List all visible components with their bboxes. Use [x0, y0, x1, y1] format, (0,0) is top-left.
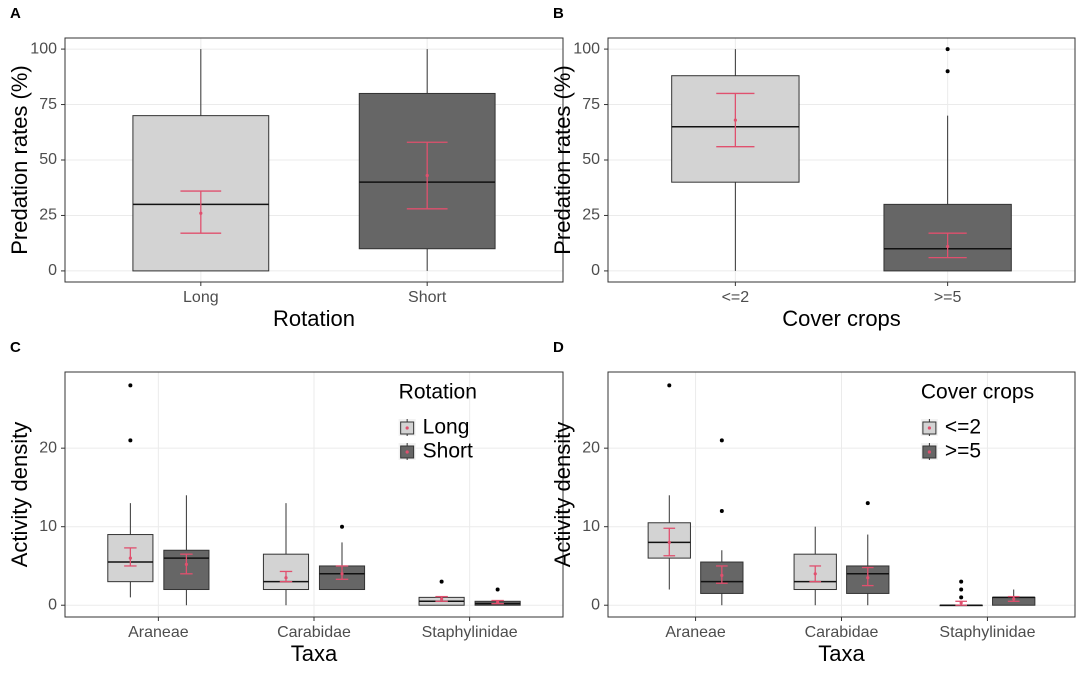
box-group [418, 579, 465, 606]
legend-label: >=5 [945, 440, 981, 463]
y-tick-label: 50 [582, 151, 600, 168]
y-axis-title: Activity density [550, 422, 575, 568]
y-tick-label: 10 [582, 518, 600, 535]
mean-point [733, 118, 737, 122]
outlier [945, 47, 950, 52]
x-tick-label: Long [183, 289, 219, 306]
box-group [318, 524, 366, 591]
mean-point [199, 211, 203, 215]
outlier [495, 587, 500, 592]
box-group [163, 495, 210, 606]
x-tick-label: Carabidae [277, 624, 351, 641]
outlier [667, 383, 672, 388]
legend-title: Cover crops [921, 381, 1034, 404]
outlier [959, 595, 964, 600]
box-group [107, 383, 154, 598]
y-tick-label: 75 [39, 96, 57, 113]
mean-point [284, 576, 288, 580]
y-tick-label: 50 [39, 151, 57, 168]
x-tick-label: Staphylinidae [422, 624, 518, 641]
outlier [340, 524, 345, 529]
box-group [262, 503, 310, 606]
mean-point [1012, 597, 1016, 601]
plot-border [64, 371, 564, 618]
outlier [128, 383, 133, 388]
x-axis-title: Cover crops [782, 306, 901, 331]
legend-label: <=2 [945, 416, 981, 439]
y-axis-title: Predation rates (%) [7, 65, 32, 255]
x-tick-label: >=5 [934, 289, 962, 306]
x-tick-label: Carabidae [805, 624, 879, 641]
mean-point [425, 173, 429, 178]
mean-point [946, 244, 950, 249]
x-tick-label: <=2 [722, 289, 750, 306]
y-tick-label: 20 [582, 439, 600, 456]
box-group [700, 438, 744, 606]
box-group [132, 49, 270, 272]
mean-point [496, 600, 500, 604]
outlier [945, 69, 950, 74]
y-tick-label: 100 [573, 40, 600, 57]
y-tick-label: 10 [39, 518, 57, 535]
y-axis-title: Activity density [7, 422, 32, 568]
outlier [865, 501, 870, 506]
outlier [439, 579, 444, 584]
box-group [992, 589, 1036, 606]
box-group [647, 383, 691, 590]
x-axis-title: Rotation [273, 306, 355, 331]
x-axis-title: Taxa [818, 641, 865, 666]
x-tick-label: Short [408, 289, 447, 306]
y-tick-label: 0 [48, 596, 57, 613]
y-tick-label: 0 [591, 596, 600, 613]
y-tick-label: 25 [39, 207, 57, 224]
box-group [883, 47, 1012, 272]
panel-label: C [10, 339, 21, 356]
mean-point [340, 572, 344, 576]
y-tick-label: 0 [48, 262, 57, 279]
mean-point [667, 540, 671, 545]
panel-label: D [553, 339, 564, 356]
panel-label: A [10, 5, 21, 22]
mean-point [128, 556, 132, 560]
box-group [474, 587, 521, 606]
legend-key-mean [927, 450, 931, 454]
y-tick-label: 0 [591, 262, 600, 279]
x-axis-title: Taxa [291, 641, 338, 666]
y-tick-label: 20 [39, 439, 57, 456]
outlier [959, 587, 964, 592]
panel-label: B [553, 5, 564, 22]
y-tick-label: 75 [582, 96, 600, 113]
mean-point [720, 573, 724, 577]
y-tick-label: 25 [582, 207, 600, 224]
mean-point [440, 597, 444, 601]
mean-point [184, 562, 188, 566]
outlier [959, 579, 964, 584]
mean-point [866, 576, 870, 580]
legend-title: Rotation [399, 381, 477, 404]
box-group [846, 501, 890, 606]
y-tick-label: 100 [30, 40, 57, 57]
mean-point [813, 572, 817, 576]
legend-label: Long [423, 416, 470, 439]
box-group [939, 579, 983, 607]
legend-key-mean [927, 426, 931, 430]
x-tick-label: Araneae [665, 624, 726, 641]
y-axis-title: Predation rates (%) [550, 65, 575, 255]
outlier [719, 508, 724, 513]
plot-border [607, 37, 1076, 283]
outlier [719, 438, 724, 443]
x-tick-label: Staphylinidae [939, 624, 1035, 641]
box-group [358, 49, 496, 271]
plot-border [607, 371, 1076, 618]
box-group [793, 526, 837, 606]
legend-key-mean [405, 426, 409, 430]
plot-border [64, 37, 564, 283]
mean-point [959, 601, 963, 605]
box-group [671, 49, 800, 271]
legend-key-mean [405, 450, 409, 454]
legend-label: Short [423, 440, 473, 463]
outlier [128, 438, 133, 443]
x-tick-label: Araneae [128, 624, 189, 641]
